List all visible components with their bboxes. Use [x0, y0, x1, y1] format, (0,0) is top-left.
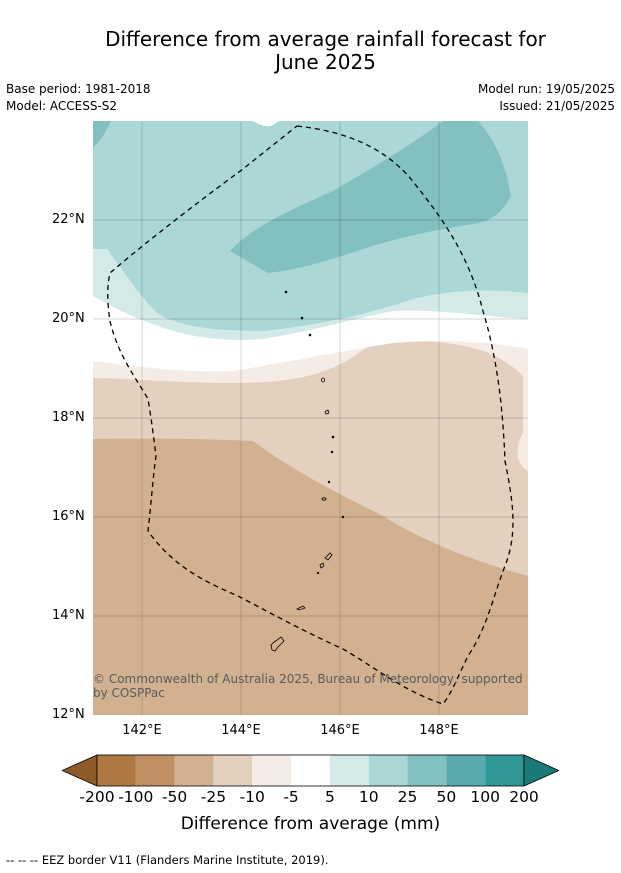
colorbar-tick-label: -50 [161, 788, 188, 806]
colorbar-segment [329, 755, 369, 786]
colorbar-tick-label: 100 [470, 788, 500, 806]
eez-border [107, 125, 514, 705]
y-tick-label: 12°N [52, 707, 85, 722]
colorbar-tick-label: 200 [509, 788, 539, 806]
copyright-notice: © Commonwealth of Australia 2025, Bureau… [93, 672, 523, 700]
band-plus-25-to-50-corner [93, 121, 111, 147]
islands [270, 290, 345, 652]
meta-left: Base period: 1981-2018 Model: ACCESS-S2 [6, 81, 151, 115]
y-tick-label: 20°N [52, 311, 85, 326]
colorbar-segment [213, 755, 253, 786]
x-tick-label: 142°E [122, 723, 162, 738]
base-period: Base period: 1981-2018 [6, 82, 151, 96]
colorbar-tick-label: -25 [200, 788, 227, 806]
title-line-2: June 2025 [275, 50, 376, 74]
colorbar-title: Difference from average (mm) [180, 814, 441, 834]
meta-right: Model run: 19/05/2025 Issued: 21/05/2025 [478, 81, 615, 115]
colorbar-segment [174, 755, 214, 786]
colorbar-tick-label: 25 [397, 788, 418, 806]
x-tick-label: 144°E [221, 723, 261, 738]
model-run: Model run: 19/05/2025 [477, 82, 615, 96]
x-tick-label: 146°E [320, 723, 360, 738]
neutral-patch [253, 121, 278, 127]
y-tick-label: 14°N [52, 608, 85, 623]
colorbar-extend-low [61, 754, 98, 787]
footnote: -- -- -- EEZ border V11 (Flanders Marine… [6, 853, 329, 867]
colorbar-tick-label: -200 [79, 788, 115, 806]
colorbar-segment [368, 755, 408, 786]
colorbar-tick-label: 50 [436, 788, 457, 806]
colorbar-tick-label: -10 [239, 788, 265, 806]
colorbar-segment [252, 755, 292, 786]
colorbar-graphic [61, 754, 560, 787]
colorbar-tick-label: 10 [358, 788, 379, 806]
rainfall-map [93, 121, 528, 715]
y-tick-label: 18°N [52, 410, 85, 425]
colorbar [61, 754, 560, 787]
colorbar-tick-label: -100 [118, 788, 154, 806]
colorbar-segment [407, 755, 447, 786]
colorbar-tick-label: 5 [324, 788, 335, 806]
band-plus-25-to-50 [230, 121, 511, 273]
colorbar-segment [291, 755, 330, 786]
gridlines [93, 121, 528, 715]
title-line-1: Difference from average rainfall forecas… [105, 27, 546, 51]
map-title: Difference from average rainfall forecas… [0, 28, 621, 74]
issued-date: Issued: 21/05/2025 [499, 99, 615, 113]
colorbar-segment [135, 755, 175, 786]
colorbar-segment [446, 755, 486, 786]
colorbar-segment [97, 755, 136, 786]
y-tick-label: 16°N [52, 509, 85, 524]
y-tick-label: 22°N [52, 212, 85, 227]
colorbar-segment [485, 755, 524, 786]
x-tick-label: 148°E [419, 723, 459, 738]
model-name: Model: ACCESS-S2 [6, 99, 118, 113]
colorbar-extend-high [523, 754, 560, 787]
map-canvas [93, 121, 528, 715]
colorbar-tick-label: -5 [283, 788, 299, 806]
